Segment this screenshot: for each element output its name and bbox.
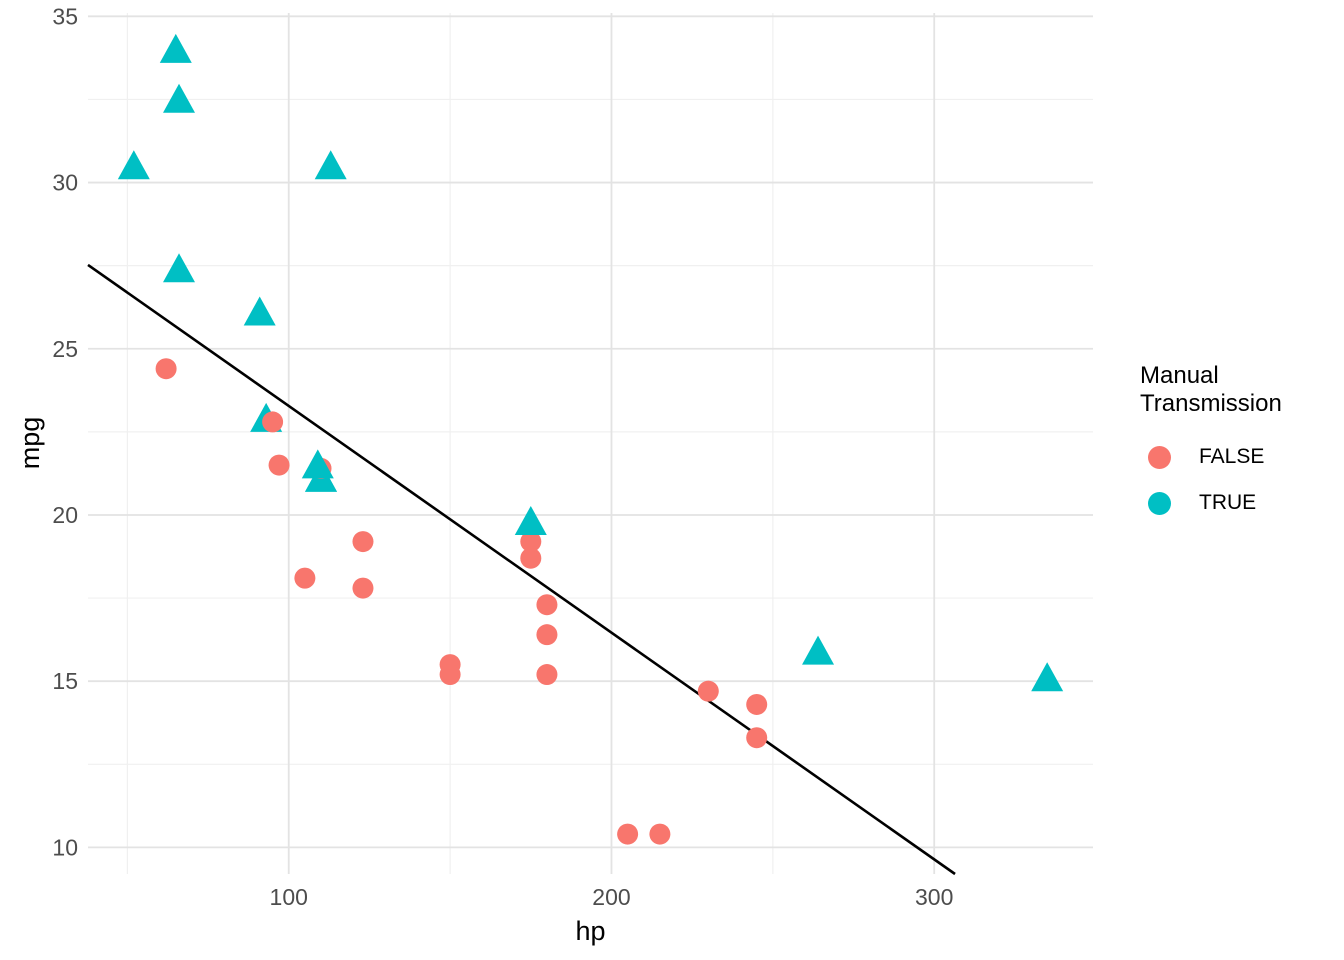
data-point-circle [536,624,558,646]
data-point-triangle [514,505,547,535]
data-point-circle [268,454,290,476]
data-point-circle [262,411,284,433]
data-point-circle [746,693,768,715]
true-circle-key-icon [1148,491,1171,515]
y-axis-title: mpg [15,417,45,470]
data-point-circle [617,823,639,845]
y-axis-tick-label: 20 [52,502,78,528]
y-axis-tick-label: 10 [52,834,78,860]
x-axis-tick-label: 300 [915,884,953,910]
y-axis-tick-label: 30 [52,170,78,196]
regression-line [87,263,956,876]
data-point-triangle [1031,662,1064,692]
data-point-triangle [243,296,276,326]
data-point-circle [536,664,558,686]
data-point-triangle [802,635,835,665]
data-point-triangle [117,150,150,180]
legend: Manual Transmission FALSE TRUE [1140,362,1282,526]
legend-title-line2: Transmission [1140,390,1282,417]
legend-item-false-label: FALSE [1199,445,1265,468]
data-point-triangle [301,449,334,479]
data-point-circle [649,823,671,845]
legend-item-false: FALSE [1140,434,1282,480]
data-point-triangle [314,150,347,180]
data-point-triangle [163,83,196,113]
data-point-circle [746,727,768,749]
y-axis-tick-label: 15 [52,668,78,694]
y-axis-tick-label: 35 [52,3,78,29]
x-axis-tick-label: 100 [270,884,308,910]
data-point-circle [294,567,316,589]
data-point-circle [520,531,542,553]
data-point-circle [439,664,461,686]
x-axis-title: hp [575,916,605,946]
data-point-circle [352,531,374,553]
data-point-circle [352,577,374,599]
data-point-triangle [159,33,192,63]
legend-item-true-label: TRUE [1199,491,1257,514]
false-circle-key-icon [1148,445,1171,469]
data-point-circle [536,594,558,616]
data-point-circle [697,680,719,702]
data-point-triangle [163,253,196,283]
data-point-circle [155,358,177,380]
legend-title-line1: Manual [1140,362,1219,389]
legend-item-true: TRUE [1140,480,1282,526]
legend-title: Manual Transmission [1140,362,1282,418]
data-point-circle [520,547,542,569]
x-axis-tick-label: 200 [592,884,630,910]
y-axis-tick-label: 25 [52,336,78,362]
legend-items: FALSE TRUE [1140,434,1282,526]
